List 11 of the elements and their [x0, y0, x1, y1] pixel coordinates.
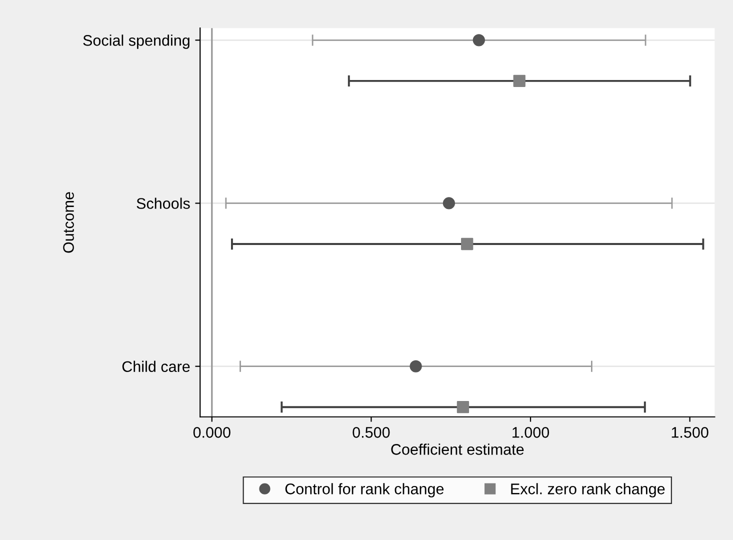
legend-label: Control for rank change	[285, 483, 444, 498]
x-tick-label: 1.000	[512, 427, 550, 438]
x-axis-title: Coefficient estimate	[391, 444, 524, 455]
y-tick-label: Child care	[122, 360, 190, 372]
legend-label: Excl. zero rank change	[511, 483, 665, 498]
y-axis-title: Outcome	[63, 192, 74, 253]
y-tick-label: Social spending	[83, 34, 190, 49]
x-tick-label: 0.000	[193, 427, 230, 438]
x-tick-label: 1.500	[672, 427, 708, 438]
x-tick-label: 0.500	[352, 427, 390, 438]
y-tick-label: Schools	[136, 198, 190, 209]
